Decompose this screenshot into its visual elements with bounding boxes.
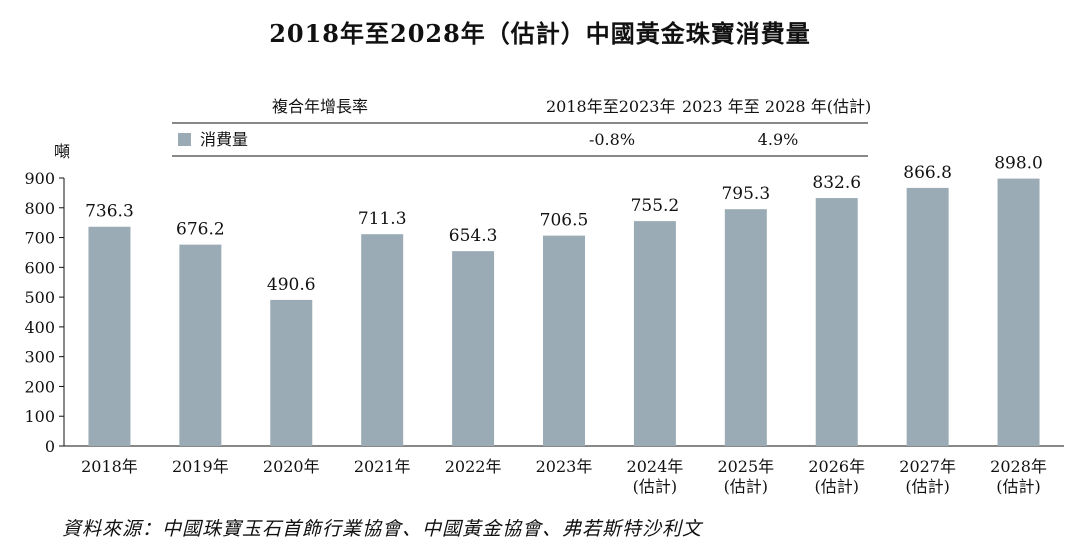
x-tick-label: 2021年: [354, 457, 411, 476]
bar-value-label: 832.6: [812, 173, 861, 193]
x-tick-label: 2018年: [81, 457, 138, 476]
y-tick-label: 900: [24, 169, 55, 188]
bar-value-label: 755.2: [631, 196, 680, 216]
bar: [997, 178, 1040, 446]
bar: [543, 235, 585, 446]
x-tick-label: (估計): [996, 477, 1041, 496]
source-note: 資料來源：中國珠寶玉石首飾行業協會、中國黃金協會、弗若斯特沙利文: [62, 518, 703, 540]
x-tick-label: (估計): [814, 477, 859, 496]
cagr-period2-header: 2023 年至 2028 年(估計): [682, 97, 871, 116]
y-tick-label: 200: [24, 377, 55, 396]
bar-value-label: 866.8: [903, 163, 952, 183]
y-tick-label: 0: [45, 437, 55, 456]
bar-value-label: 706.5: [540, 211, 589, 231]
y-ticks: 0 100 200 300 400 500 600 700 800 900: [24, 169, 64, 456]
legend-swatch: [178, 133, 191, 146]
cagr-period1-header: 2018年至2023年: [546, 97, 675, 116]
bars: 736.3 676.2 490.6 711.3 654.3 706.5 755.2 795.3…: [85, 154, 1043, 446]
cagr-header-label: 複合年增長率: [272, 97, 368, 116]
x-tick-label: 2026年: [808, 457, 865, 476]
bar: [906, 187, 949, 446]
x-tick-label: 2028年: [990, 457, 1047, 476]
y-tick-label: 400: [24, 318, 55, 337]
x-tick-label: (估計): [633, 477, 678, 496]
cagr-value2: 4.9%: [758, 130, 799, 149]
y-axis-unit-label: 噸: [54, 142, 70, 161]
bar: [361, 234, 404, 446]
bar-value-label: 736.3: [85, 202, 134, 222]
bar: [452, 251, 495, 446]
bar: [724, 209, 767, 446]
x-tick-label: 2023年: [536, 457, 593, 476]
x-tick-label: (估計): [724, 477, 769, 496]
bar: [633, 221, 676, 446]
x-tick-label: (估計): [905, 477, 950, 496]
x-tick-label: 2024年: [627, 457, 684, 476]
y-tick-label: 600: [24, 258, 55, 277]
y-tick-label: 700: [24, 229, 55, 248]
bar: [179, 244, 222, 446]
bar: [270, 299, 313, 446]
cagr-value1: -0.8%: [589, 130, 635, 149]
bar-value-label: 654.3: [449, 226, 498, 246]
bar: [88, 226, 131, 446]
y-tick-label: 800: [24, 199, 55, 218]
x-tick-label: 2020年: [263, 457, 320, 476]
x-tick-label: 2022年: [445, 457, 502, 476]
x-tick-labels: 2018年 2019年 2020年 2021年 2022年 2023年 2024年(估計)2…: [81, 457, 1047, 496]
y-tick-label: 500: [24, 288, 55, 307]
bar-value-label: 898.0: [994, 154, 1043, 174]
bar-value-label: 676.2: [176, 220, 225, 240]
bar: [815, 198, 858, 446]
legend-label: 消費量: [200, 130, 248, 149]
bar-value-label: 711.3: [358, 209, 407, 229]
y-tick-label: 300: [24, 348, 55, 367]
bar-value-label: 795.3: [721, 184, 770, 204]
cagr-table: 複合年增長率 2018年至2023年 2023 年至 2028 年(估計) 消費…: [172, 97, 871, 157]
chart-title: 2018年至2028年（估計）中國黃金珠寶消費量: [269, 19, 811, 48]
x-tick-label: 2019年: [172, 457, 229, 476]
bar-value-label: 490.6: [267, 275, 316, 295]
y-tick-label: 100: [24, 407, 55, 426]
x-tick-label: 2027年: [899, 457, 956, 476]
x-tick-label: 2025年: [717, 457, 774, 476]
